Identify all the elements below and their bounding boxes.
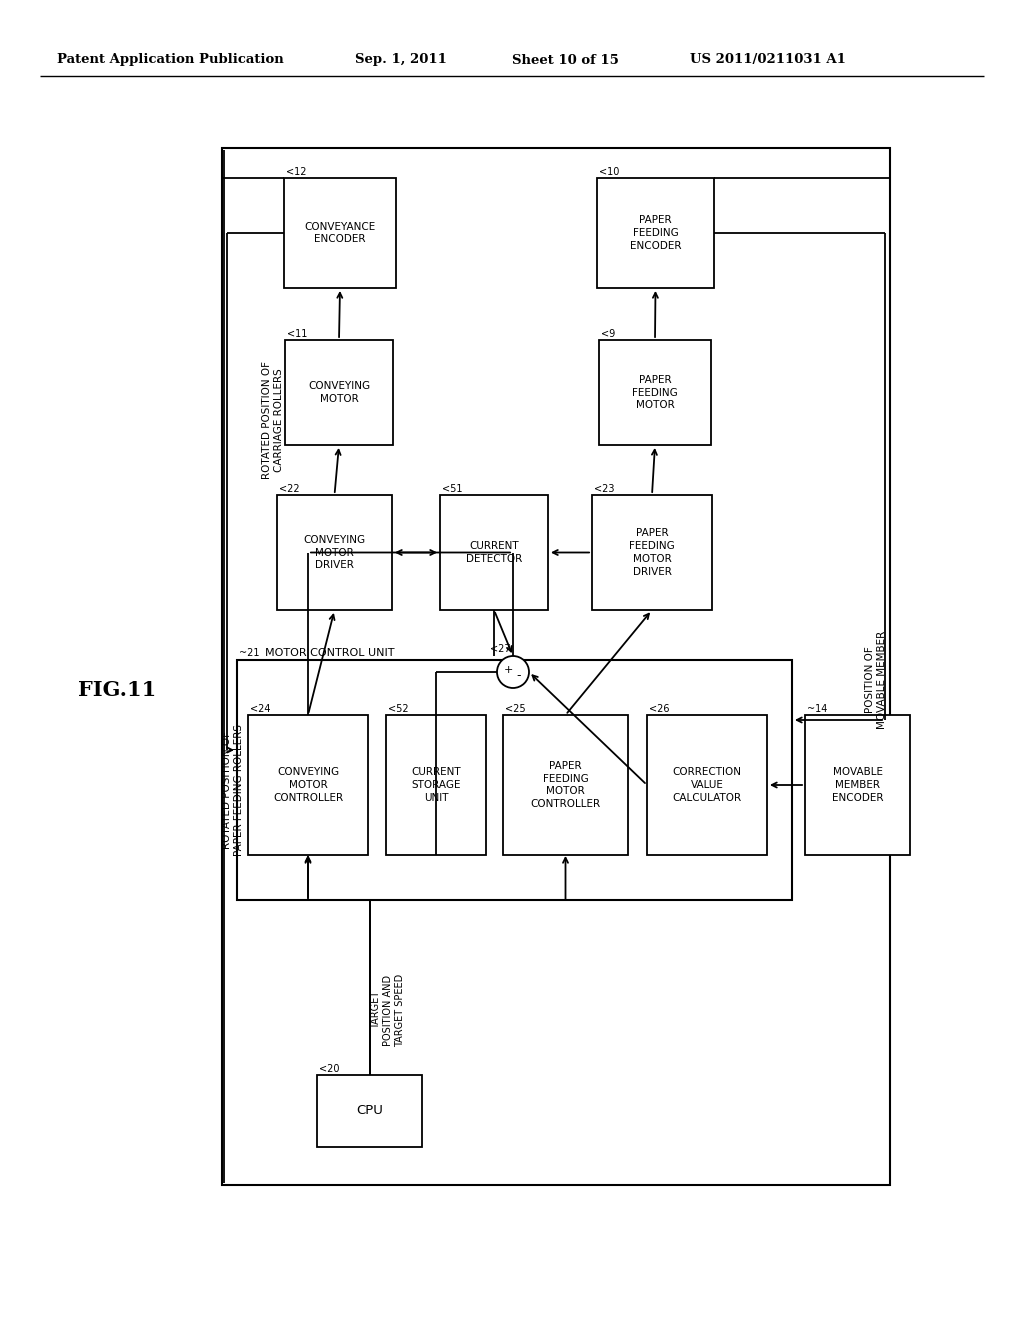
Text: <27: <27 [490, 644, 511, 653]
Text: ~14: ~14 [807, 704, 827, 714]
Bar [503, 715, 628, 855]
Text: <11: <11 [287, 329, 307, 339]
Bar [317, 1074, 422, 1147]
Bar [284, 178, 396, 288]
Text: <24: <24 [250, 704, 270, 714]
Text: <12: <12 [286, 168, 306, 177]
Text: <10: <10 [599, 168, 620, 177]
Text: Sheet 10 of 15: Sheet 10 of 15 [512, 54, 618, 66]
Bar [386, 715, 486, 855]
Text: TARGET
POSITION AND
TARGET SPEED: TARGET POSITION AND TARGET SPEED [372, 973, 404, 1047]
Bar [278, 495, 392, 610]
Bar [248, 715, 368, 855]
Text: CORRECTION
VALUE
CALCULATOR: CORRECTION VALUE CALCULATOR [673, 767, 741, 803]
Text: PAPER
FEEDING
MOTOR: PAPER FEEDING MOTOR [632, 375, 678, 411]
Text: POSITION OF
MOVABLE MEMBER: POSITION OF MOVABLE MEMBER [865, 631, 887, 729]
Text: PAPER
FEEDING
MOTOR
CONTROLLER: PAPER FEEDING MOTOR CONTROLLER [530, 760, 600, 809]
Text: CPU: CPU [356, 1105, 383, 1118]
Text: -: - [517, 669, 521, 682]
Text: ROTATED POSITION OF
PAPER FEEDING ROLLERS: ROTATED POSITION OF PAPER FEEDING ROLLER… [222, 723, 244, 855]
Text: <25: <25 [505, 704, 525, 714]
Text: CONVEYING
MOTOR
DRIVER: CONVEYING MOTOR DRIVER [303, 535, 366, 570]
Text: FIG.11: FIG.11 [78, 680, 157, 700]
Text: CONVEYING
MOTOR: CONVEYING MOTOR [308, 381, 370, 404]
Text: CONVEYING
MOTOR
CONTROLLER: CONVEYING MOTOR CONTROLLER [273, 767, 343, 803]
Text: PAPER
FEEDING
ENCODER: PAPER FEEDING ENCODER [630, 215, 681, 251]
Text: CURRENT
STORAGE
UNIT: CURRENT STORAGE UNIT [412, 767, 461, 803]
Bar [222, 148, 890, 1185]
Text: <52: <52 [388, 704, 409, 714]
Text: Patent Application Publication: Patent Application Publication [57, 54, 284, 66]
Bar [440, 495, 548, 610]
Text: CONVEYANCE
ENCODER: CONVEYANCE ENCODER [304, 222, 376, 244]
Text: ROTATED POSITION OF
CARRIAGE ROLLERS: ROTATED POSITION OF CARRIAGE ROLLERS [262, 360, 284, 479]
Bar [647, 715, 767, 855]
Bar [805, 715, 910, 855]
Text: CURRENT
DETECTOR: CURRENT DETECTOR [466, 541, 522, 564]
Bar [599, 341, 711, 445]
Text: <22: <22 [279, 484, 300, 494]
Bar [592, 495, 712, 610]
Text: <26: <26 [649, 704, 670, 714]
Text: +: + [504, 665, 513, 675]
Circle shape [497, 656, 529, 688]
Text: PAPER
FEEDING
MOTOR
DRIVER: PAPER FEEDING MOTOR DRIVER [629, 528, 675, 577]
Text: <23: <23 [594, 484, 614, 494]
Text: <20: <20 [319, 1064, 340, 1074]
Bar [597, 178, 714, 288]
Text: Sep. 1, 2011: Sep. 1, 2011 [355, 54, 446, 66]
Text: <51: <51 [442, 484, 463, 494]
Bar [237, 660, 792, 900]
Text: <9: <9 [601, 329, 615, 339]
Bar [285, 341, 393, 445]
Text: MOTOR CONTROL UNIT: MOTOR CONTROL UNIT [265, 648, 394, 657]
Text: US 2011/0211031 A1: US 2011/0211031 A1 [690, 54, 846, 66]
Text: MOVABLE
MEMBER
ENCODER: MOVABLE MEMBER ENCODER [831, 767, 884, 803]
Text: ~21: ~21 [239, 648, 259, 657]
